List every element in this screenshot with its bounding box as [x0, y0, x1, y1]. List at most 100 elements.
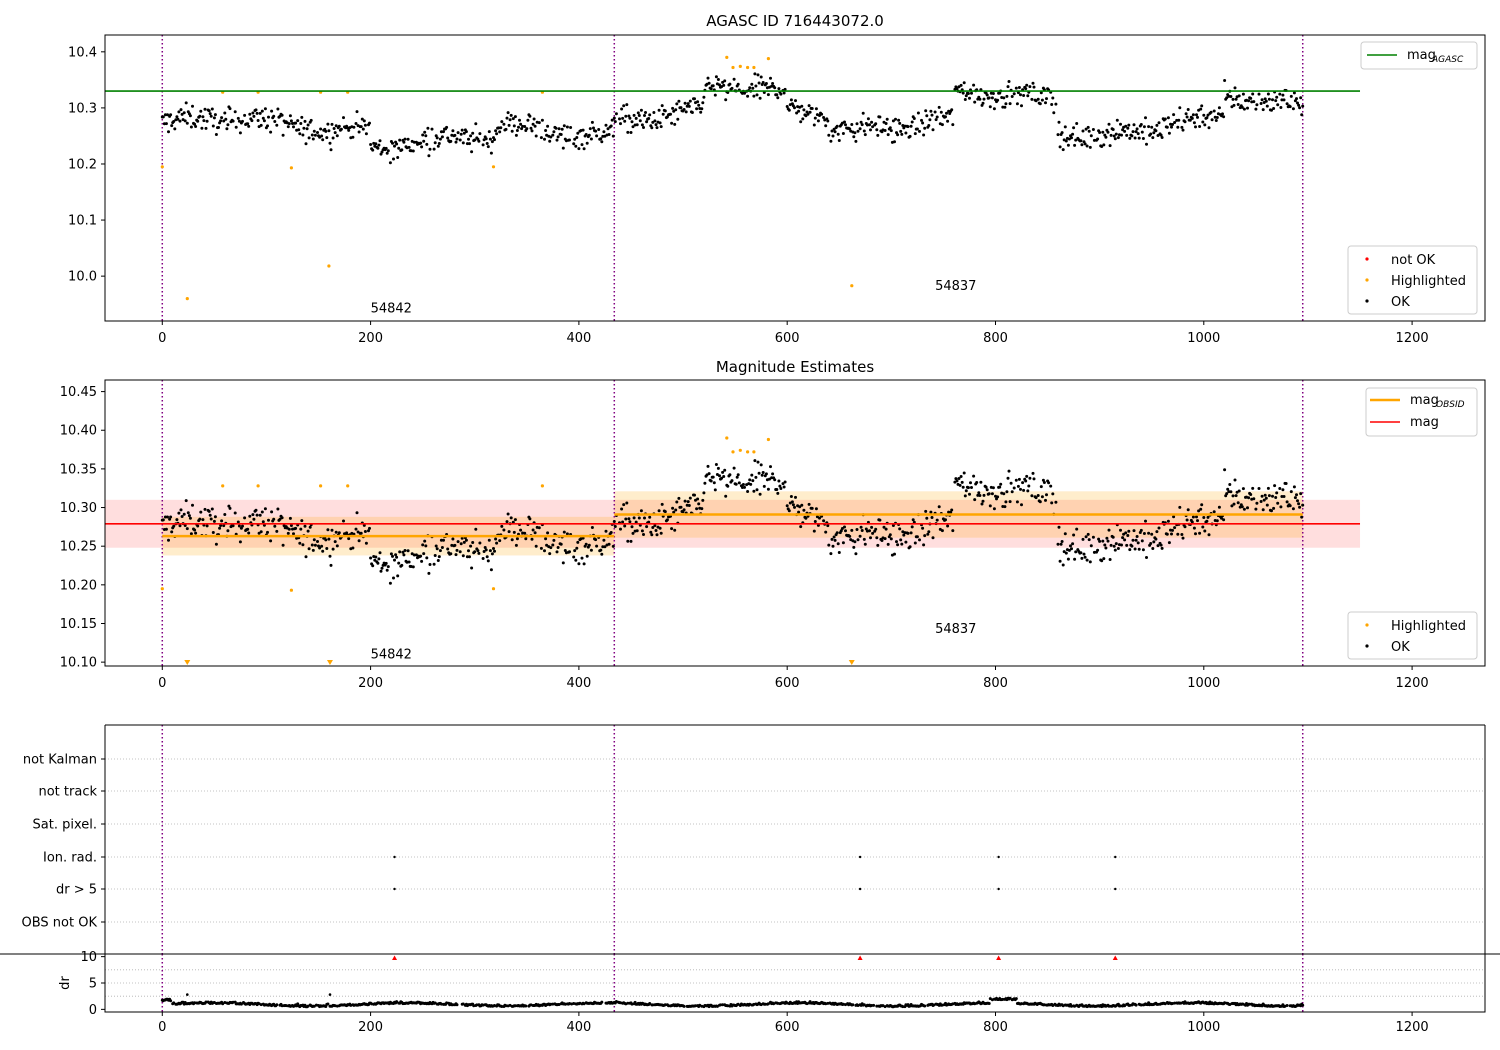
ok-point — [200, 126, 204, 130]
ok-point — [869, 128, 872, 132]
ok-point — [523, 125, 527, 128]
ok-point — [196, 524, 200, 528]
ok-point — [1198, 531, 1202, 535]
ok-point — [461, 554, 465, 558]
ok-point — [966, 486, 970, 490]
ok-point — [395, 142, 399, 146]
ok-point — [184, 499, 188, 503]
ok-point — [653, 119, 657, 123]
dr-outlier-point — [186, 993, 189, 996]
ok-point — [638, 119, 642, 123]
ok-point — [701, 498, 705, 502]
ok-point — [1160, 136, 1164, 139]
ok-point — [737, 481, 741, 485]
ok-point — [711, 475, 715, 479]
ok-point — [1206, 113, 1210, 117]
ok-point — [1301, 104, 1305, 108]
ok-point — [620, 107, 624, 111]
ok-point — [695, 507, 699, 511]
ok-point — [902, 533, 906, 537]
ok-point — [621, 116, 625, 120]
ok-point — [313, 133, 317, 137]
ok-point — [1297, 502, 1301, 506]
ok-point — [761, 471, 765, 474]
ok-point — [1064, 139, 1068, 143]
ok-point — [612, 116, 616, 120]
ok-point — [1087, 538, 1091, 542]
ok-point — [446, 136, 450, 140]
ok-point — [543, 137, 546, 141]
ok-point — [263, 507, 267, 511]
ok-point — [675, 102, 679, 106]
ok-point — [310, 543, 314, 547]
ok-point — [177, 511, 181, 515]
highlighted-point — [327, 264, 331, 268]
dr-point — [239, 1002, 243, 1006]
ok-point — [1042, 481, 1046, 484]
ok-point — [1166, 519, 1170, 523]
ok-point — [1292, 485, 1296, 489]
ok-point — [1191, 515, 1195, 519]
ok-point — [1276, 103, 1280, 107]
ok-point — [657, 108, 661, 112]
ok-point — [631, 531, 635, 535]
ok-point — [1005, 490, 1009, 494]
ok-point — [862, 129, 866, 133]
legend-subscript: OBSID — [1436, 400, 1465, 410]
ok-point — [713, 93, 717, 97]
ok-point — [1020, 503, 1023, 507]
ok-point — [163, 515, 167, 519]
ok-point — [1255, 501, 1259, 505]
ok-point — [549, 135, 553, 139]
ok-point — [829, 139, 833, 143]
ok-point — [924, 109, 928, 113]
ok-point — [1016, 484, 1020, 488]
ok-point — [732, 466, 736, 470]
ok-point — [1085, 558, 1089, 562]
ok-point — [440, 546, 444, 549]
ok-point — [435, 547, 439, 551]
ok-point — [835, 531, 839, 535]
ok-point — [388, 161, 392, 165]
ok-point — [934, 118, 938, 122]
ok-point — [898, 121, 902, 125]
ok-point — [647, 520, 651, 524]
ok-point — [1089, 134, 1093, 138]
ok-point — [624, 114, 628, 118]
ok-point — [931, 128, 935, 132]
ok-point — [619, 527, 622, 531]
ok-point — [674, 108, 678, 112]
ok-point — [754, 475, 758, 479]
ok-point — [1271, 98, 1274, 102]
ok-point — [812, 529, 816, 533]
ok-point — [326, 122, 330, 126]
ok-point — [398, 550, 402, 554]
ok-point — [1074, 138, 1078, 142]
ok-point — [611, 544, 615, 548]
ok-point — [582, 147, 586, 151]
ok-point — [292, 532, 295, 536]
ok-point — [1007, 80, 1011, 83]
ok-point — [632, 113, 636, 117]
legend-label: not OK — [1391, 253, 1436, 268]
ok-point — [532, 117, 536, 121]
ok-point — [775, 488, 779, 491]
ok-point — [355, 110, 359, 114]
ok-point — [888, 126, 892, 130]
ok-point — [1203, 123, 1207, 127]
ok-point — [1121, 536, 1125, 540]
ok-point — [179, 508, 183, 512]
ok-point — [602, 130, 606, 134]
ok-point — [214, 542, 218, 546]
ok-point — [301, 543, 305, 547]
ok-point — [458, 138, 462, 142]
ok-point — [204, 126, 208, 130]
ok-point — [980, 502, 984, 506]
ok-point — [325, 547, 329, 550]
flag-point — [1114, 887, 1117, 891]
dr-point — [1014, 997, 1018, 1001]
ok-point — [262, 119, 266, 123]
ok-point — [968, 492, 971, 496]
ok-point — [1140, 130, 1144, 134]
ok-point — [852, 545, 856, 549]
